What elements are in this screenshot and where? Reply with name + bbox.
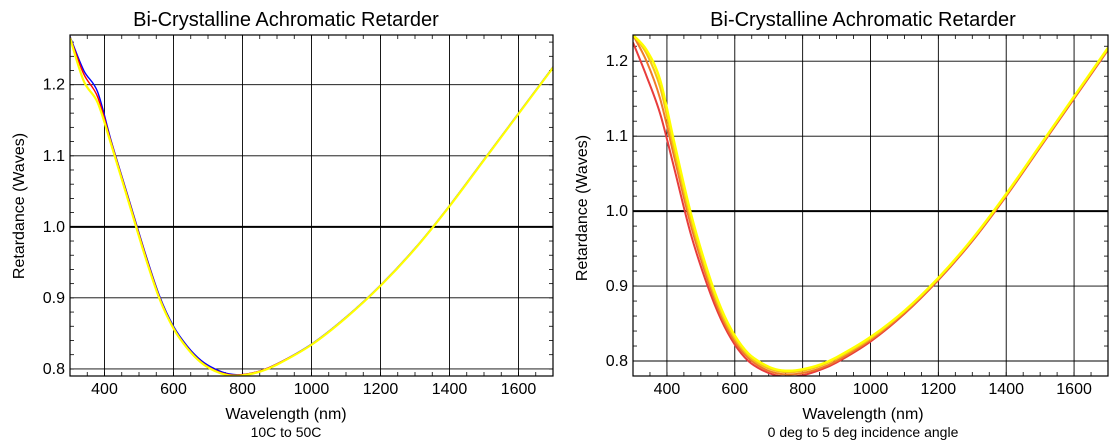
- x-tick-label: 800: [229, 381, 256, 398]
- gridlines: [632, 35, 1109, 377]
- y-tick-label: 0.8: [606, 353, 628, 370]
- y-tick-label: 0.9: [606, 278, 628, 295]
- x-tick-label: 1400: [432, 381, 468, 398]
- x-tick-label: 800: [789, 381, 816, 398]
- chart-caption: 10C to 50C: [251, 424, 322, 440]
- x-tick-label: 1600: [501, 381, 537, 398]
- chart-temperature-svg: Bi-Crystalline Achromatic Retarder Wavel…: [11, 9, 554, 440]
- x-tick-label: 1400: [988, 381, 1024, 398]
- x-tick-label: 1200: [921, 381, 957, 398]
- y-tick-label: 1.2: [43, 77, 65, 94]
- chart-title: Bi-Crystalline Achromatic Retarder: [133, 9, 439, 31]
- plot-frame: [69, 34, 554, 377]
- y-tick-label: 1.0: [606, 203, 628, 220]
- plot-frame: [632, 34, 1109, 377]
- chart-incidence-angle-svg: Bi-Crystalline Achromatic Retarder Wavel…: [574, 9, 1109, 440]
- chart-title: Bi-Crystalline Achromatic Retarder: [710, 9, 1016, 31]
- y-tick-label: 1.1: [43, 148, 65, 165]
- x-tick-label: 600: [160, 381, 187, 398]
- chart-temperature: Bi-Crystalline Achromatic Retarder Wavel…: [11, 9, 554, 440]
- x-axis-label: Wavelength (nm): [802, 406, 923, 423]
- series-line-2: [70, 37, 553, 376]
- series-group: [70, 36, 553, 376]
- y-tick-label: 1.0: [43, 219, 65, 236]
- series-line-3: [633, 35, 1108, 372]
- x-tick-label: 1000: [294, 381, 330, 398]
- y-axis-label: Retardance (Waves): [574, 135, 591, 281]
- y-tick-label: 1.2: [606, 53, 628, 70]
- x-tick-label: 1600: [1056, 381, 1092, 398]
- x-tick-label: 400: [654, 381, 681, 398]
- y-tick-label: 0.8: [43, 361, 65, 378]
- x-tick-label: 1000: [853, 381, 889, 398]
- series-group: [633, 35, 1108, 376]
- y-tick-label: 1.1: [606, 128, 628, 145]
- x-tick-label: 600: [721, 381, 748, 398]
- gridlines: [69, 35, 554, 376]
- chart-caption: 0 deg to 5 deg incidence angle: [768, 424, 959, 440]
- y-tick-label: 0.9: [43, 290, 65, 307]
- x-tick-label: 1200: [363, 381, 399, 398]
- x-tick-label: 400: [91, 381, 118, 398]
- chart-incidence-angle: Bi-Crystalline Achromatic Retarder Wavel…: [555, 0, 1109, 444]
- x-axis-label: Wavelength (nm): [225, 406, 346, 423]
- y-axis-label: Retardance (Waves): [11, 133, 28, 279]
